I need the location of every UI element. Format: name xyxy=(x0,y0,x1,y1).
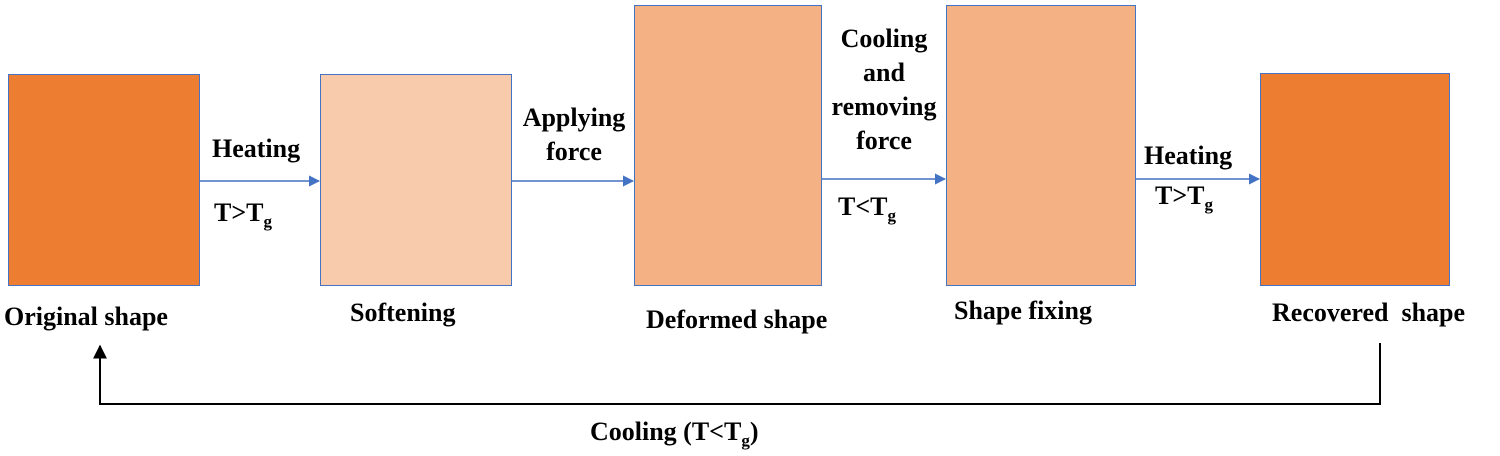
condition-main: T>T xyxy=(214,198,264,227)
recovered-shape-box xyxy=(1260,73,1450,286)
removing-line: removing xyxy=(831,92,937,121)
return-cooling-arrow xyxy=(93,343,1381,405)
condition-main: T>T xyxy=(1155,181,1205,210)
label-applying-force: Applying force xyxy=(512,101,636,169)
return-subscript: g xyxy=(741,431,750,450)
label-softening: Softening xyxy=(350,298,456,327)
condition-above-tg-2: T>Tg xyxy=(1155,181,1213,215)
label-deformed-shape: Deformed shape xyxy=(646,305,828,334)
condition-below-tg: T<Tg xyxy=(838,192,896,226)
condition-subscript: g xyxy=(263,212,273,231)
condition-subscript: g xyxy=(1204,195,1214,214)
label-return-cooling: Cooling (T<Tg) xyxy=(590,417,759,451)
label-recovered-shape: Recovered shape xyxy=(1272,298,1466,327)
label-shape-fixing: Shape fixing xyxy=(954,296,1092,325)
label-original-shape: Original shape xyxy=(4,302,168,331)
condition-main: T<T xyxy=(838,192,888,221)
and-line: and xyxy=(863,58,905,87)
condition-subscript: g xyxy=(887,206,897,225)
condition-above-tg-1: T>Tg xyxy=(214,198,272,232)
softening-box xyxy=(320,74,512,286)
deformed-shape-box xyxy=(634,5,822,286)
return-suffix: ) xyxy=(749,417,759,446)
original-shape-box xyxy=(8,74,200,286)
cooling-line: Cooling xyxy=(840,24,928,53)
label-cooling-removing-force: Cooling and removing force xyxy=(822,22,946,158)
applying-line: Applying xyxy=(522,103,626,132)
shape-fixing-box xyxy=(946,5,1136,286)
force-line: force xyxy=(856,126,912,155)
label-heating-2: Heating xyxy=(1144,141,1233,170)
force-line: force xyxy=(546,137,602,166)
return-prefix: Cooling (T<T xyxy=(590,417,742,446)
label-heating-1: Heating xyxy=(212,134,301,163)
